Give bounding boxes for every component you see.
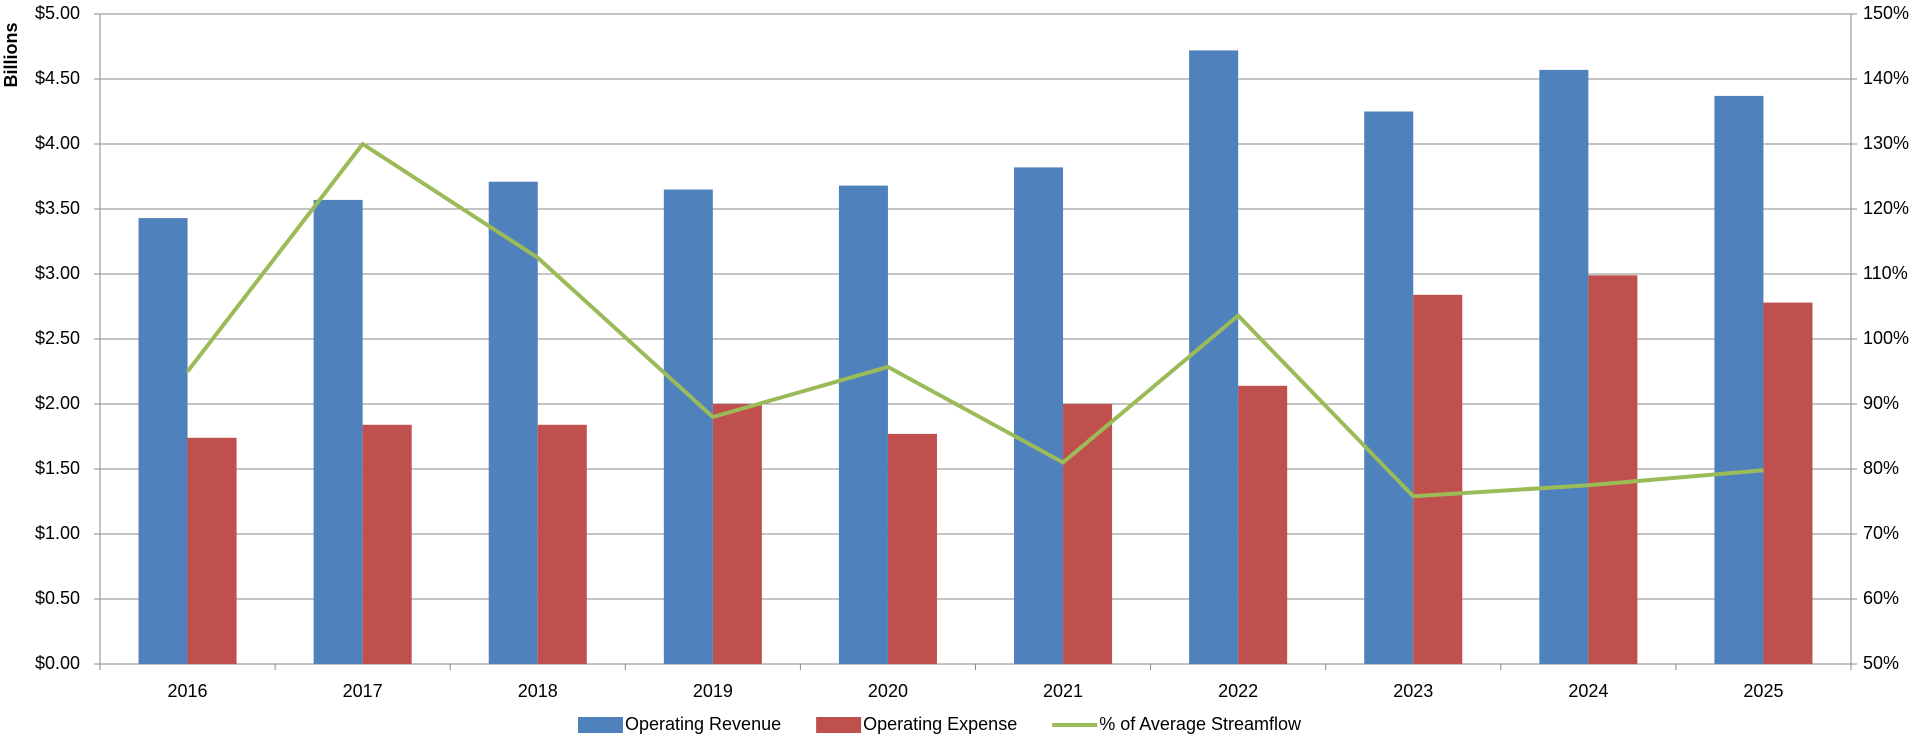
y2-tick-label: 60% <box>1863 588 1899 608</box>
y2-tick-label: 110% <box>1863 263 1908 283</box>
x-tick-label: 2021 <box>1043 681 1083 701</box>
y-tick-label: $3.00 <box>35 263 80 283</box>
legend-swatch <box>816 717 862 733</box>
legend-label: Operating Revenue <box>625 714 781 734</box>
y2-tick-label: 150% <box>1863 3 1909 23</box>
y-tick-label: $1.50 <box>35 458 80 478</box>
bar <box>838 185 888 664</box>
y2-tick-label: 100% <box>1863 328 1909 348</box>
y2-tick-label: 120% <box>1863 198 1909 218</box>
bar <box>1238 385 1288 664</box>
y-tick-label: $5.00 <box>35 3 80 23</box>
legend-label: Operating Expense <box>863 714 1017 734</box>
legend-label: % of Average Streamflow <box>1099 714 1302 734</box>
legend-swatch <box>578 717 623 733</box>
bar <box>313 199 363 664</box>
bar <box>1413 294 1463 664</box>
bar <box>1763 302 1813 664</box>
x-tick-label: 2019 <box>693 681 733 701</box>
bar <box>1014 167 1064 664</box>
line <box>185 142 1764 499</box>
y2-tick-label: 80% <box>1863 458 1899 478</box>
y2-tick-label: 70% <box>1863 523 1899 543</box>
x-tick-label: 2020 <box>868 681 908 701</box>
x-tick-label: 2022 <box>1218 681 1258 701</box>
y-tick-label: $2.00 <box>35 393 80 413</box>
y-axis-label: Billions <box>1 22 21 87</box>
y2-tick-label: 140% <box>1863 68 1909 88</box>
bar <box>1539 69 1589 664</box>
y-tick-label: $4.50 <box>35 68 80 88</box>
bar <box>138 218 188 664</box>
bar <box>712 404 762 664</box>
y-tick-label: $1.00 <box>35 523 80 543</box>
bar <box>1714 95 1764 664</box>
y2-tick-label: 90% <box>1863 393 1899 413</box>
x-tick-label: 2025 <box>1743 681 1783 701</box>
x-tick-label: 2018 <box>518 681 558 701</box>
x-tick-label: 2024 <box>1568 681 1608 701</box>
bar <box>488 181 538 664</box>
bar <box>887 433 937 664</box>
bar <box>537 424 587 664</box>
x-tick-label: 2023 <box>1393 681 1433 701</box>
bar <box>663 189 713 664</box>
y-tick-label: $2.50 <box>35 328 80 348</box>
bar <box>187 437 237 664</box>
y2-tick-label: 130% <box>1863 133 1909 153</box>
bar <box>1189 50 1239 664</box>
y2-tick-label: 50% <box>1863 653 1899 673</box>
x-tick-label: 2017 <box>343 681 383 701</box>
y-tick-label: $0.00 <box>35 653 80 673</box>
y-tick-label: $4.00 <box>35 133 80 153</box>
bar <box>1588 275 1638 664</box>
y-tick-label: $3.50 <box>35 198 80 218</box>
x-tick-label: 2016 <box>168 681 208 701</box>
y-tick-label: $0.50 <box>35 588 80 608</box>
bar <box>1364 111 1414 664</box>
bar <box>362 424 412 664</box>
bar <box>1063 404 1113 664</box>
